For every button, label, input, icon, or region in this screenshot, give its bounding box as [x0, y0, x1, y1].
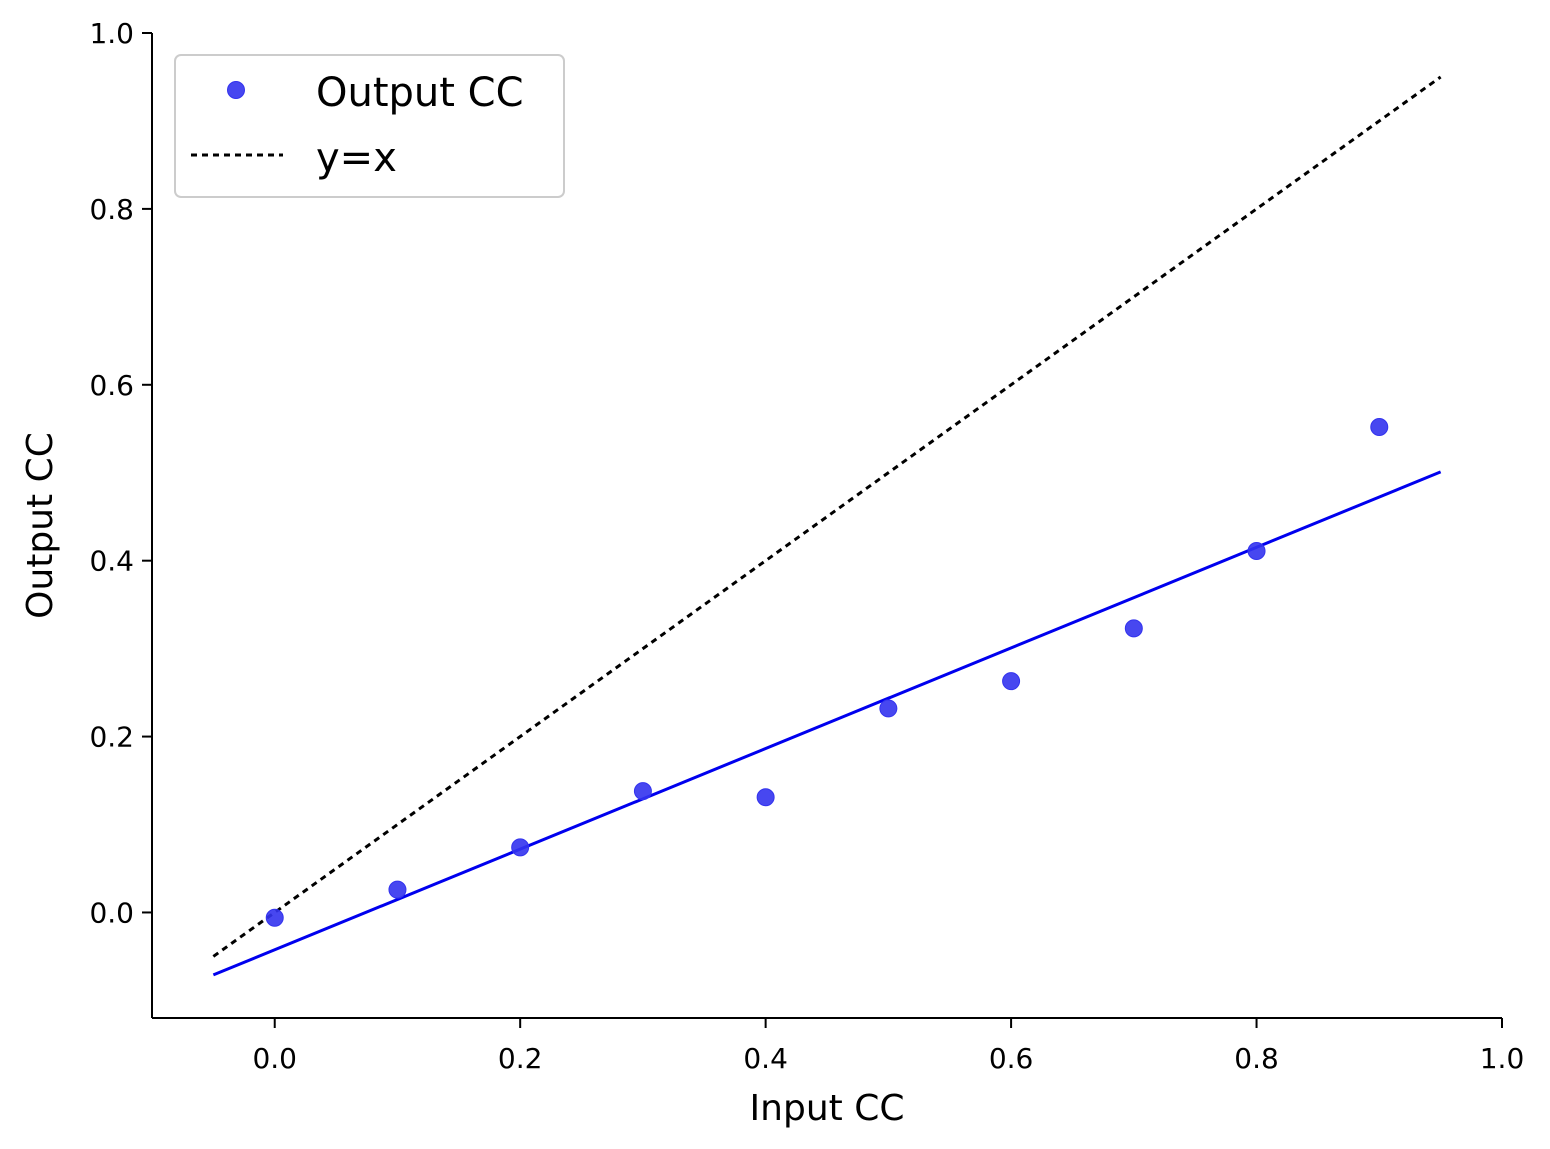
y-tick-label: 0.4 [89, 545, 134, 578]
axes: 0.0 0.2 0.4 0.6 0.8 1.0 0.0 0.2 0.4 0.6 0.8 1.0 [89, 17, 1524, 1075]
x-tick-label: 1.0 [1480, 1042, 1525, 1075]
y-tick-label: 1.0 [89, 17, 134, 50]
legend-label-output-cc: Output CC [316, 70, 524, 116]
data-point [1002, 672, 1021, 691]
data-points [265, 418, 1389, 927]
data-point [265, 908, 284, 927]
y-tick-label: 0.6 [89, 369, 134, 402]
x-tick-label: 0.0 [252, 1042, 297, 1075]
fit-line [212, 470, 1442, 977]
x-tick-label: 0.6 [989, 1042, 1034, 1075]
data-point [633, 782, 652, 801]
data-point [1247, 542, 1266, 561]
y-tick-label: 0.8 [89, 193, 134, 226]
x-tick-label: 0.4 [743, 1042, 788, 1075]
data-point [1124, 619, 1143, 638]
series-lines [212, 75, 1442, 977]
y-tick-label: 0.2 [89, 721, 134, 754]
data-point [1370, 418, 1389, 436]
legend-label-identity: y=x [316, 135, 397, 181]
legend-frame [174, 54, 565, 198]
x-tick-label: 0.8 [1234, 1042, 1279, 1075]
data-point [879, 699, 898, 718]
y-axis-label: Output CC [20, 432, 61, 619]
y-tick-label: 0.0 [89, 896, 134, 929]
data-point [756, 788, 775, 807]
legend: Output CC y=x [174, 54, 565, 198]
x-tick-label: 0.2 [498, 1042, 543, 1075]
identity-line [212, 75, 1442, 958]
legend-marker-output-cc [227, 81, 245, 99]
data-point [388, 880, 407, 899]
data-point [511, 838, 530, 857]
x-axis-label: Input CC [750, 1088, 905, 1129]
